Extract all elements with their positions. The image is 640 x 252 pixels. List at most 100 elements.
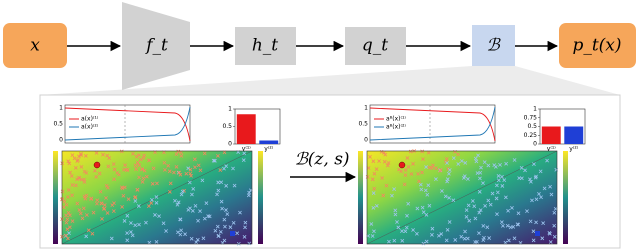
sample-point <box>154 200 159 205</box>
sample-point <box>547 230 552 235</box>
y-tick-label: 1 <box>533 106 537 113</box>
sample-point <box>70 153 75 158</box>
sample-point <box>79 177 84 182</box>
sample-point <box>216 153 220 158</box>
sample-point <box>462 236 467 241</box>
sample-point <box>443 194 448 199</box>
sample-point <box>420 149 425 154</box>
sample-point <box>116 172 121 177</box>
sample-point <box>498 163 502 167</box>
sample-point <box>447 168 452 172</box>
sample-point <box>201 236 206 241</box>
x-tick-label: y⁽¹⁾ <box>242 146 251 153</box>
sample-point <box>172 170 176 175</box>
sample-point <box>438 168 443 172</box>
curve <box>64 107 191 142</box>
sample-point <box>487 236 492 240</box>
sample-point <box>539 195 543 200</box>
sample-point <box>393 208 398 213</box>
sample-point <box>430 226 435 231</box>
sample-point <box>70 219 75 224</box>
sample-point <box>529 179 533 184</box>
sample-point <box>505 223 510 228</box>
sample-point <box>541 221 546 226</box>
sample-point <box>384 183 389 188</box>
sample-point <box>67 231 71 236</box>
sample-point <box>232 183 237 188</box>
sample-point <box>503 195 508 200</box>
sample-point <box>198 209 202 214</box>
sample-point <box>178 217 183 222</box>
sample-point <box>123 163 128 168</box>
sample-point <box>420 170 424 175</box>
sample-point <box>495 183 499 188</box>
sample-point <box>534 197 539 202</box>
sample-point <box>464 208 469 212</box>
sample-point <box>188 167 193 172</box>
sample-point <box>224 208 228 212</box>
sample-point <box>167 169 172 174</box>
curve <box>64 106 191 141</box>
sample-point <box>215 192 219 197</box>
sample-point <box>231 166 235 171</box>
sample-point <box>109 236 114 241</box>
sample-point <box>423 188 428 193</box>
sample-point <box>194 240 199 245</box>
sample-point <box>74 183 78 188</box>
sample-point <box>155 181 159 186</box>
y-tick-label: 1 <box>59 105 63 112</box>
sample-point <box>184 171 189 176</box>
sample-point <box>129 230 133 234</box>
sample-point <box>506 208 510 213</box>
sample-point <box>477 231 481 236</box>
sample-point <box>372 229 376 234</box>
sample-point <box>211 158 216 163</box>
sample-point <box>495 190 500 195</box>
sample-point <box>166 163 171 168</box>
y-tick-label: 0.75 <box>524 114 538 121</box>
sample-point <box>374 167 379 171</box>
sample-point <box>150 197 154 202</box>
sample-point <box>122 185 127 190</box>
sample-point <box>196 218 200 223</box>
y-tick-label: 0.25 <box>524 132 538 139</box>
sample-point <box>66 188 71 192</box>
sample-point <box>447 171 451 176</box>
sample-point <box>242 151 247 156</box>
sample-point <box>175 202 180 207</box>
sample-point <box>377 159 381 164</box>
sample-point <box>552 223 557 228</box>
sample-point <box>445 161 449 165</box>
sample-point <box>519 166 524 170</box>
sample-point <box>502 178 507 183</box>
sample-point <box>176 200 181 205</box>
sample-point <box>247 241 252 246</box>
sample-point <box>405 213 409 218</box>
sample-point <box>188 206 192 211</box>
sample-point <box>173 198 177 203</box>
sample-point <box>554 167 559 172</box>
sample-point <box>235 231 240 236</box>
sample-point <box>411 228 415 232</box>
sample-point <box>473 216 478 221</box>
sample-point <box>129 221 133 225</box>
sample-point <box>179 228 184 233</box>
sample-point <box>65 227 70 232</box>
sample-point <box>393 212 398 217</box>
sample-point <box>82 194 87 199</box>
sample-point <box>511 224 516 229</box>
sample-point <box>137 163 142 168</box>
sample-point <box>470 199 475 203</box>
sample-point <box>475 171 480 175</box>
heatmap-frame <box>366 150 558 245</box>
sample-point <box>66 195 70 199</box>
sample-point <box>542 186 547 191</box>
sample-point <box>75 177 79 182</box>
sample-point <box>216 233 221 238</box>
y-tick-label: 0 <box>533 141 537 148</box>
sample-point <box>504 161 509 166</box>
sample-point <box>66 159 71 164</box>
sample-point <box>466 177 470 181</box>
sample-point <box>104 183 109 188</box>
sample-point <box>382 159 387 164</box>
